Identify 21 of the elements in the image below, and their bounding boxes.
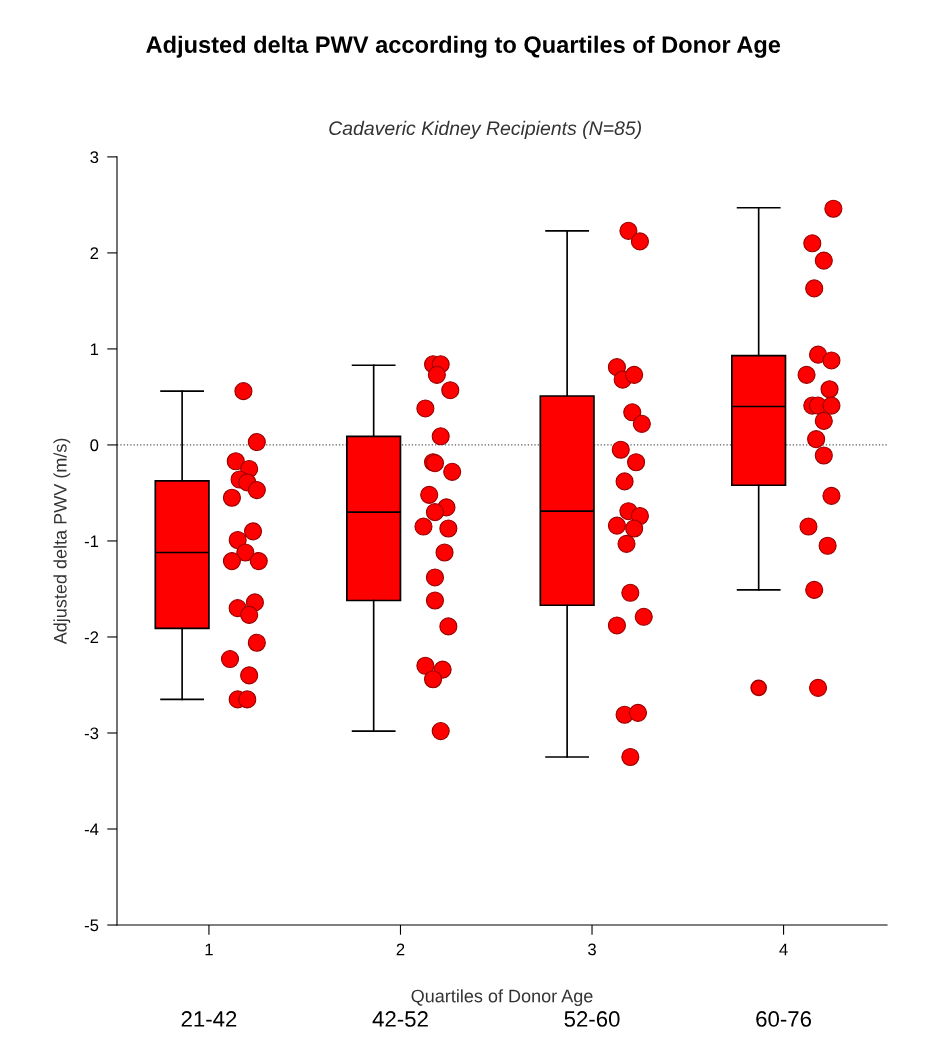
- y-tick-label: -3: [84, 727, 99, 740]
- y-tick-label: 2: [90, 247, 99, 259]
- text: 42-52: [372, 1011, 428, 1027]
- x-tick-label: 2: [396, 943, 405, 956]
- y-tick-label: -5: [84, 919, 99, 932]
- x-tick-label: 1: [205, 943, 213, 956]
- chart-title: Adjusted delta PWV according to Quartiles of Donor Age: [146, 35, 781, 58]
- y-tick-label: -2: [84, 631, 99, 644]
- x-tick-label: 4: [779, 943, 788, 956]
- x-axis-title: Quartiles of Donor Age: [411, 989, 593, 1006]
- y-tick-label: -1: [84, 535, 99, 547]
- text: 21-42: [181, 1011, 237, 1027]
- text: 60-76: [756, 1011, 812, 1027]
- y-tick-label: -4: [84, 823, 99, 836]
- y-tick-label: 3: [90, 151, 99, 164]
- y-axis-title: Adjusted delta PWV (m/s): [53, 438, 71, 645]
- chart-subtitle: Cadaveric Kidney Recipients (N=85): [329, 120, 641, 139]
- x-tick-label: 3: [588, 943, 596, 956]
- text: 52-60: [564, 1011, 620, 1027]
- y-tick-label: 0: [90, 439, 99, 452]
- y-tick-label: 1: [90, 343, 99, 355]
